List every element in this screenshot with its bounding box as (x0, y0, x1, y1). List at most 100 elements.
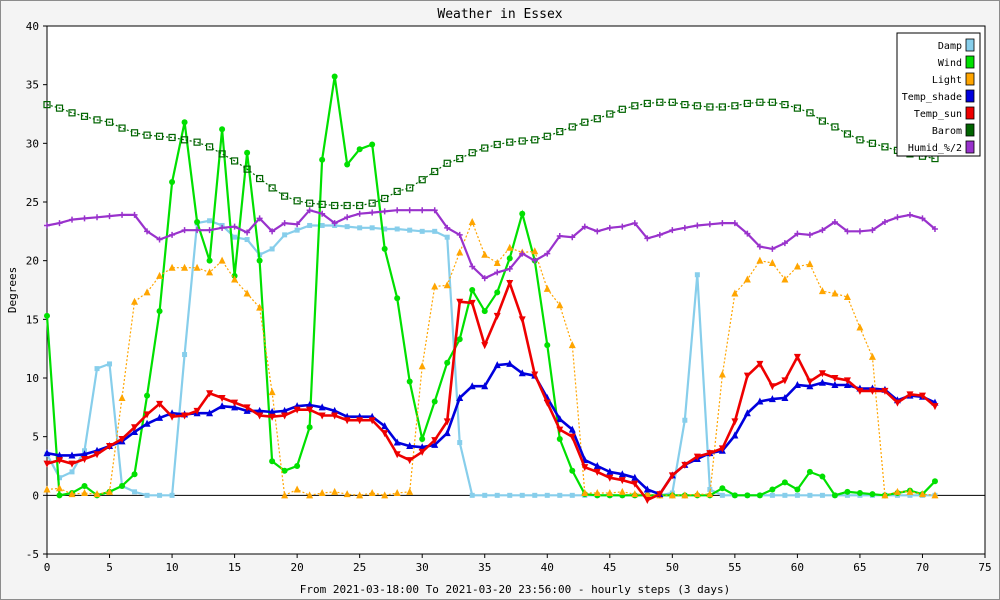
data-point (806, 378, 814, 386)
data-point (519, 492, 525, 498)
data-point (343, 490, 351, 498)
data-point (743, 409, 751, 417)
data-point (368, 417, 376, 425)
data-point (169, 231, 176, 238)
data-point (44, 222, 50, 229)
data-point (431, 282, 439, 290)
data-point (81, 450, 89, 458)
data-point (219, 126, 226, 133)
data-point (105, 118, 114, 126)
data-point (806, 468, 813, 475)
data-point (44, 312, 50, 319)
data-point (306, 406, 314, 414)
x-axis-label: From 2021-03-18:00 To 2021-03-20 23:56:0… (300, 583, 730, 596)
data-point (531, 371, 539, 379)
legend-swatch (965, 106, 975, 120)
data-point (256, 303, 264, 311)
data-point (306, 400, 314, 408)
data-point (155, 132, 164, 140)
x-tick-label: 5 (106, 561, 113, 574)
data-point (568, 341, 576, 349)
data-point (544, 492, 550, 498)
data-point (831, 375, 839, 382)
data-point (443, 418, 451, 426)
data-point (594, 228, 601, 235)
data-point (781, 275, 789, 283)
data-point (219, 224, 226, 231)
data-point (606, 224, 613, 231)
data-point (119, 482, 126, 489)
data-point (543, 284, 551, 292)
data-point (331, 220, 338, 227)
data-point (781, 393, 789, 401)
data-point (244, 237, 250, 243)
series-humid-2 (44, 207, 938, 282)
data-point (643, 99, 651, 108)
x-tick-label: 15 (228, 561, 241, 574)
data-point (443, 429, 451, 437)
data-point (181, 412, 189, 420)
data-point (468, 149, 476, 157)
x-tick-label: 45 (603, 561, 616, 574)
data-point (269, 228, 276, 235)
data-point (744, 230, 751, 237)
data-point (356, 146, 363, 153)
data-point (406, 378, 413, 385)
data-point (507, 492, 513, 498)
data-point (469, 287, 476, 293)
data-point (706, 221, 713, 228)
data-point (907, 492, 913, 498)
y-tick-labels: -5 0 5 10 15 20 25 30 35 40 (26, 20, 39, 561)
data-point (319, 222, 325, 228)
data-point (181, 263, 189, 271)
data-point (618, 487, 626, 495)
data-point (180, 136, 189, 144)
data-point (681, 491, 689, 499)
data-point (756, 243, 763, 250)
data-point (244, 149, 251, 156)
data-point (81, 215, 88, 222)
data-point (668, 98, 676, 106)
data-point (406, 487, 414, 495)
data-point (793, 262, 801, 270)
data-point (806, 231, 813, 238)
data-point (106, 443, 114, 451)
data-point (268, 408, 276, 416)
data-point (731, 492, 738, 499)
data-point (294, 221, 301, 228)
data-point (444, 224, 451, 231)
data-point (68, 451, 76, 459)
data-point (168, 413, 176, 421)
data-point (482, 492, 488, 498)
data-point (557, 492, 563, 498)
data-point (207, 218, 213, 224)
data-point (369, 209, 376, 216)
data-point (69, 469, 75, 475)
data-point (807, 492, 813, 498)
data-point (556, 426, 564, 434)
data-point (481, 250, 489, 258)
data-point (256, 215, 263, 222)
data-point (532, 492, 538, 498)
data-point (543, 132, 551, 140)
data-point (443, 159, 451, 167)
data-point (331, 201, 339, 210)
data-point (94, 214, 101, 221)
data-point (768, 395, 776, 403)
data-point (831, 289, 839, 297)
data-point (793, 104, 802, 112)
data-point (456, 248, 464, 256)
data-point (369, 225, 375, 231)
data-point (431, 167, 439, 176)
data-point (843, 130, 852, 138)
data-point (544, 250, 551, 257)
data-point (881, 143, 889, 151)
x-tick-label: 35 (478, 561, 491, 574)
data-point (244, 229, 251, 236)
data-point (231, 275, 239, 283)
data-point (107, 361, 113, 367)
data-point (831, 381, 839, 389)
data-point (419, 228, 425, 234)
data-point (381, 430, 389, 438)
axes (43, 25, 986, 558)
